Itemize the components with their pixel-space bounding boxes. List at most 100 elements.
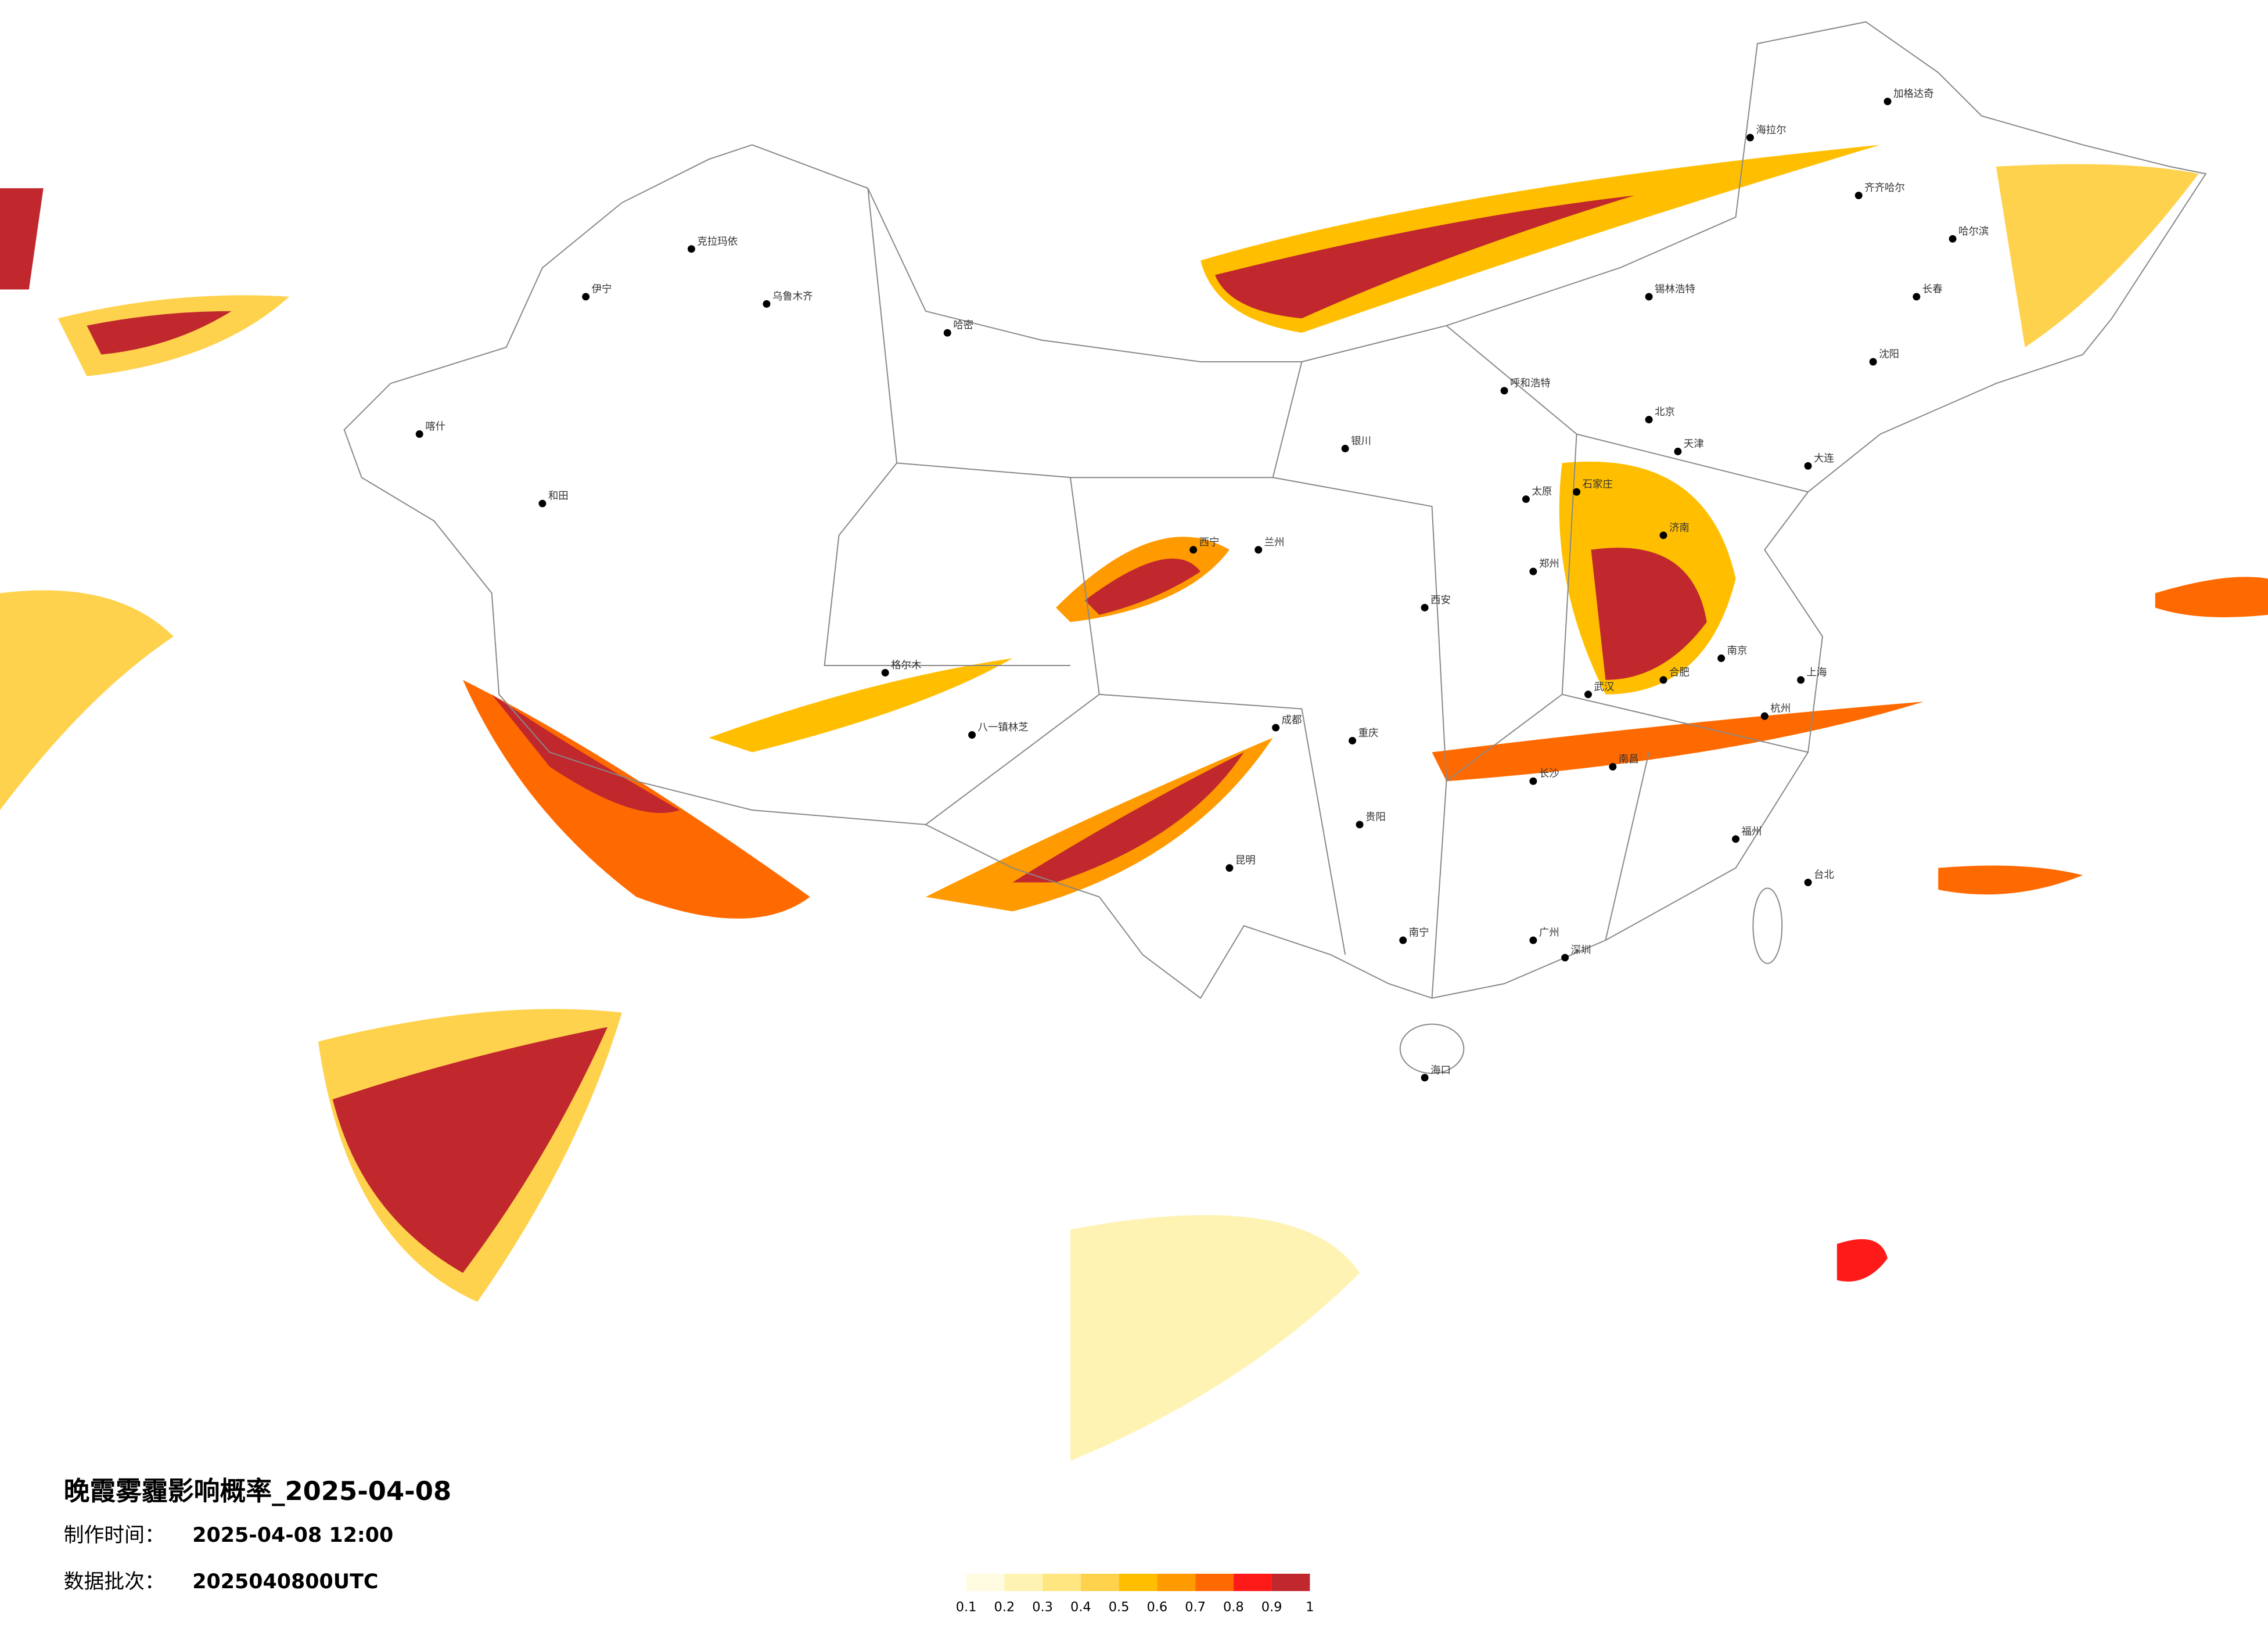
city-dot bbox=[687, 245, 695, 253]
city-dot bbox=[1189, 546, 1198, 554]
city-dot bbox=[1659, 531, 1667, 539]
city-label: 济南 bbox=[1669, 522, 1690, 534]
city-label: 重庆 bbox=[1358, 728, 1379, 739]
boundaries bbox=[343, 21, 2207, 1074]
legend-tick-label: 0.3 bbox=[1032, 1600, 1053, 1615]
legend-tick-label: 0.7 bbox=[1185, 1600, 1206, 1615]
legend-swatch bbox=[1043, 1573, 1081, 1591]
city-label: 福州 bbox=[1741, 826, 1762, 837]
city-label: 长春 bbox=[1922, 283, 1943, 295]
city-label: 呼和浩特 bbox=[1510, 377, 1551, 389]
city-label: 杭州 bbox=[1770, 703, 1791, 715]
city-label: 南京 bbox=[1727, 645, 1748, 657]
city-label: 和田 bbox=[548, 491, 569, 502]
city-dot bbox=[1804, 462, 1812, 470]
city-dot bbox=[1225, 864, 1234, 872]
city-dot bbox=[1797, 676, 1805, 684]
city-dot bbox=[1609, 762, 1617, 771]
city-label: 银川 bbox=[1351, 436, 1371, 447]
city-label: 大连 bbox=[1814, 453, 1834, 465]
city-dot bbox=[1421, 1074, 1429, 1082]
city-label: 石家庄 bbox=[1583, 479, 1613, 491]
city-dot bbox=[1529, 567, 1537, 575]
city-dot bbox=[763, 300, 771, 308]
city-label: 喀什 bbox=[425, 421, 445, 433]
legend-swatch bbox=[1271, 1573, 1310, 1591]
city-dot bbox=[1913, 293, 1921, 301]
city-label: 台北 bbox=[1814, 869, 1834, 881]
city-label: 北京 bbox=[1655, 406, 1675, 418]
city-label: 太原 bbox=[1532, 486, 1552, 498]
city-dot bbox=[1760, 712, 1769, 720]
city-dot bbox=[1561, 954, 1569, 962]
city-label: 沈阳 bbox=[1879, 349, 1899, 361]
city-dot bbox=[1804, 879, 1812, 887]
legend-tick-label: 0.8 bbox=[1223, 1600, 1244, 1615]
city-label: 天津 bbox=[1684, 438, 1704, 450]
city-dot bbox=[1272, 724, 1280, 732]
made-time: 2025-04-08 12:00 bbox=[192, 1524, 393, 1547]
city-label: 海拉尔 bbox=[1756, 124, 1786, 136]
legend: 0.1 0.2 0.3 0.4 0.5 0.6 0.7 0.8 0.9 1 bbox=[956, 1573, 1314, 1615]
city-label: 长沙 bbox=[1539, 768, 1559, 780]
legend-tick-label: 0.1 bbox=[956, 1600, 977, 1615]
city-label: 广州 bbox=[1539, 927, 1559, 939]
title: 晚霞雾霾影响概率_2025-04-08 bbox=[64, 1476, 452, 1506]
legend-tick-label: 1 bbox=[1306, 1600, 1314, 1615]
city-label: 加格达奇 bbox=[1893, 88, 1934, 100]
legend-swatch bbox=[1157, 1573, 1196, 1591]
city-dot bbox=[1674, 447, 1682, 455]
city-label: 锡林浩特 bbox=[1655, 283, 1695, 295]
city-dot bbox=[1500, 387, 1508, 395]
legend-tick-label: 0.9 bbox=[1261, 1600, 1282, 1615]
city-label: 合肥 bbox=[1669, 667, 1690, 678]
haze-field bbox=[0, 145, 2268, 1461]
city-dot bbox=[1949, 235, 1957, 243]
city-dot bbox=[1349, 737, 1357, 744]
legend-swatch bbox=[1195, 1573, 1234, 1591]
city-dot bbox=[1529, 777, 1537, 785]
city-dot bbox=[1884, 98, 1892, 106]
legend-tick-label: 0.6 bbox=[1147, 1600, 1168, 1615]
city-dot bbox=[1584, 690, 1592, 699]
city-dot bbox=[1717, 654, 1726, 662]
city-label: 伊宁 bbox=[592, 283, 612, 295]
legend-tick-label: 0.4 bbox=[1070, 1600, 1091, 1615]
city-dot bbox=[1732, 835, 1739, 843]
city-label: 齐齐哈尔 bbox=[1864, 182, 1905, 194]
city-label: 克拉玛依 bbox=[697, 236, 738, 247]
city-label: 西宁 bbox=[1199, 537, 1220, 548]
city-dot bbox=[1645, 293, 1653, 301]
city-label: 西安 bbox=[1430, 595, 1451, 606]
city-dot bbox=[1255, 546, 1263, 554]
city-dot bbox=[1573, 488, 1581, 496]
city-label: 成都 bbox=[1282, 715, 1302, 726]
city-dot bbox=[538, 499, 547, 508]
city-dot bbox=[881, 668, 889, 677]
city-label: 哈尔滨 bbox=[1958, 226, 1989, 238]
city-dot bbox=[1659, 676, 1667, 684]
city-dot bbox=[943, 329, 951, 337]
city-dot bbox=[968, 731, 976, 739]
legend-swatch bbox=[1080, 1573, 1119, 1591]
city-label: 昆明 bbox=[1235, 855, 1256, 866]
batch-label: 数据批次： bbox=[64, 1570, 165, 1593]
city-dot bbox=[1869, 358, 1877, 366]
city-dot bbox=[1529, 936, 1537, 944]
city-label: 哈密 bbox=[953, 320, 973, 332]
legend-swatch bbox=[1119, 1573, 1158, 1591]
city-dot bbox=[1522, 495, 1530, 503]
city-dot bbox=[1421, 603, 1429, 611]
city-dot bbox=[1645, 416, 1653, 424]
city-label: 武汉 bbox=[1594, 681, 1614, 693]
legend-tick-label: 0.2 bbox=[994, 1600, 1015, 1615]
city-label: 格尔木 bbox=[891, 660, 921, 671]
city-label: 海口 bbox=[1430, 1064, 1451, 1076]
city-dot bbox=[1341, 444, 1349, 452]
city-label: 兰州 bbox=[1264, 537, 1285, 548]
legend-swatch bbox=[1004, 1573, 1043, 1591]
city-label: 深圳 bbox=[1571, 945, 1591, 956]
